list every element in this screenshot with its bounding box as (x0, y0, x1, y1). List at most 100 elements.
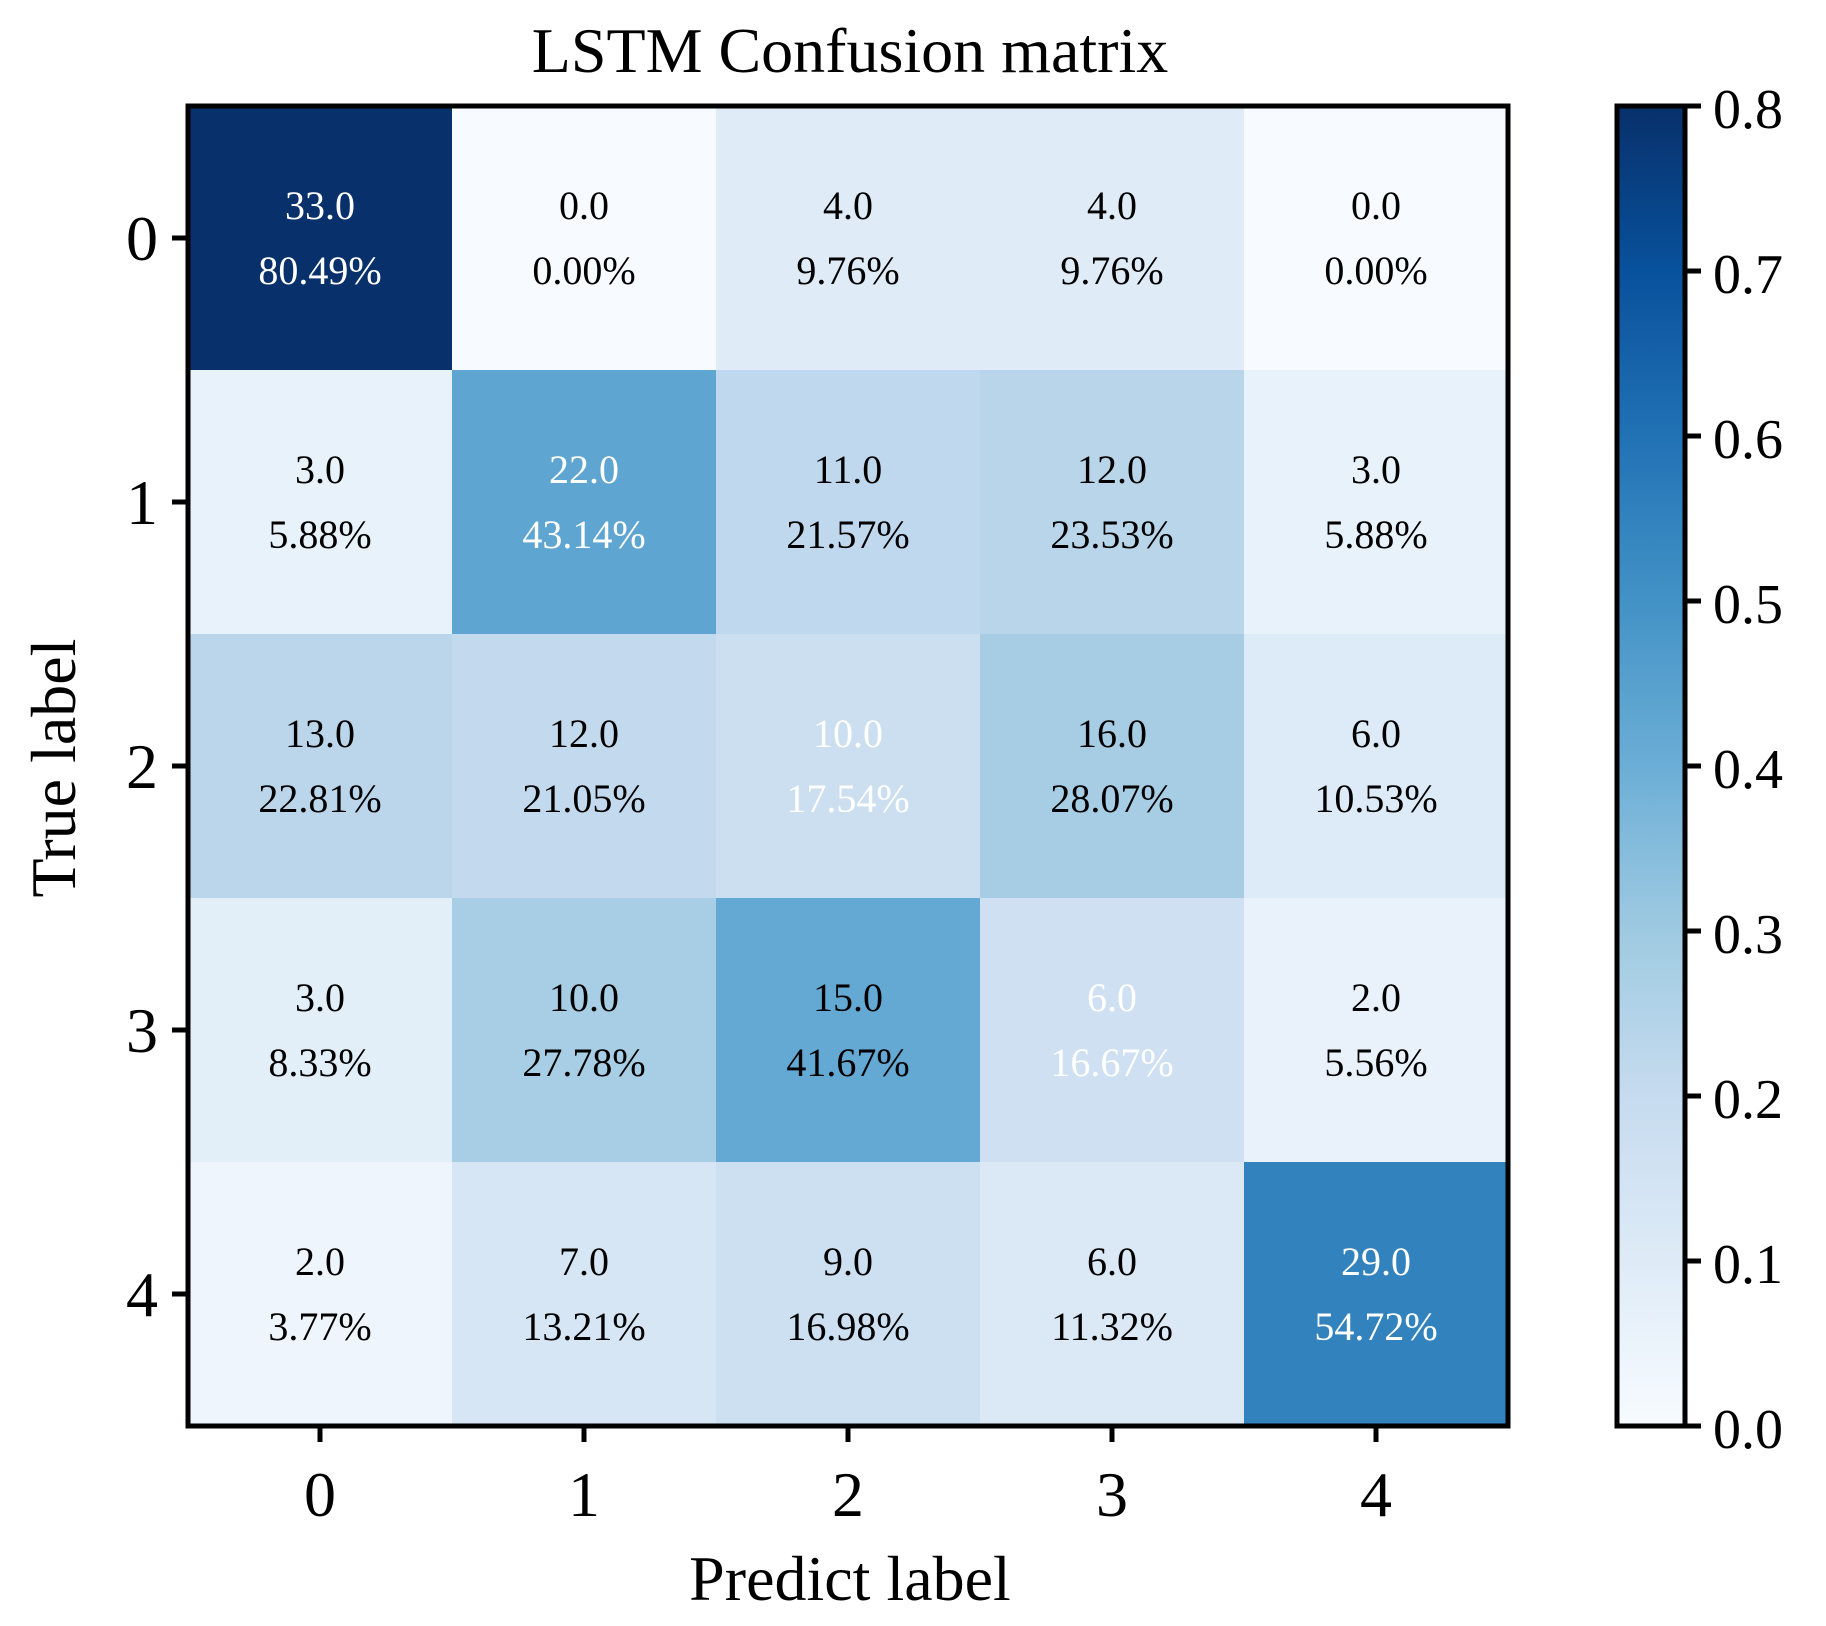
cell-count-3-0: 3.0 (295, 975, 345, 1020)
cell-percent-4-1: 13.21% (522, 1304, 645, 1349)
cell-percent-1-3: 23.53% (1050, 512, 1173, 557)
heatmap-cell-0-4 (1244, 106, 1508, 370)
cell-percent-2-3: 28.07% (1050, 776, 1173, 821)
cell-count-0-2: 4.0 (823, 183, 873, 228)
colorbar-tick-label-6: 0.6 (1713, 409, 1783, 471)
heatmap-cell-1-1 (452, 370, 716, 634)
heatmap-cell-0-1 (452, 106, 716, 370)
cell-percent-4-4: 54.72% (1314, 1304, 1437, 1349)
cell-count-3-3: 6.0 (1087, 975, 1137, 1020)
heatmap-cell-3-1 (452, 898, 716, 1162)
y-axis-label: True label (18, 639, 89, 898)
x-tick-label-3: 3 (1096, 1459, 1128, 1530)
x-axis-label: Predict label (689, 1543, 1011, 1614)
cell-percent-0-3: 9.76% (1060, 248, 1163, 293)
cell-count-2-2: 10.0 (813, 711, 883, 756)
heatmap-cell-4-1 (452, 1162, 716, 1426)
heatmap-cell-3-2 (716, 898, 980, 1162)
cell-count-4-4: 29.0 (1341, 1239, 1411, 1284)
heatmap-cell-0-3 (980, 106, 1244, 370)
x-tick-label-1: 1 (568, 1459, 600, 1530)
cell-percent-4-2: 16.98% (786, 1304, 909, 1349)
cell-count-2-0: 13.0 (285, 711, 355, 756)
heatmap-cell-1-2 (716, 370, 980, 634)
cell-count-1-1: 22.0 (549, 447, 619, 492)
colorbar-tick-label-3: 0.3 (1713, 904, 1783, 966)
cell-count-3-2: 15.0 (813, 975, 883, 1020)
chart-title: LSTM Confusion matrix (532, 15, 1168, 86)
cell-count-1-2: 11.0 (814, 447, 883, 492)
cell-count-0-4: 0.0 (1351, 183, 1401, 228)
colorbar-tick-label-2: 0.2 (1713, 1069, 1783, 1131)
y-tick-label-0: 0 (126, 203, 158, 274)
colorbar-ticks-layer: 0.0 0.1 0.2 0.3 0.4 0.5 0.6 0.7 0.8 (1685, 79, 1783, 1461)
heatmap-cell-4-0 (188, 1162, 452, 1426)
cell-percent-3-1: 27.78% (522, 1040, 645, 1085)
cell-count-0-1: 0.0 (559, 183, 609, 228)
colorbar-tick-label-1: 0.1 (1713, 1234, 1783, 1296)
colorbar-tick-label-7: 0.7 (1713, 244, 1783, 306)
cell-count-1-4: 3.0 (1351, 447, 1401, 492)
colorbar (1614, 103, 1688, 1429)
cell-percent-2-1: 21.05% (522, 776, 645, 821)
cell-percent-1-2: 21.57% (786, 512, 909, 557)
heatmap-cell-1-3 (980, 370, 1244, 634)
cell-percent-3-4: 5.56% (1324, 1040, 1427, 1085)
heatmap-cell-0-0 (188, 106, 452, 370)
y-ticks-layer: 0 1 2 3 4 (126, 203, 188, 1330)
cell-percent-2-0: 22.81% (258, 776, 381, 821)
colorbar-tick-label-5: 0.5 (1713, 574, 1783, 636)
colorbar-tick-label-4: 0.4 (1713, 739, 1783, 801)
cell-count-1-0: 3.0 (295, 447, 345, 492)
heatmap-cell-4-4 (1244, 1162, 1508, 1426)
cell-count-4-3: 6.0 (1087, 1239, 1137, 1284)
heatmap-cell-2-4 (1244, 634, 1508, 898)
y-tick-label-3: 3 (126, 995, 158, 1066)
cell-percent-0-2: 9.76% (796, 248, 899, 293)
cell-percent-1-4: 5.88% (1324, 512, 1427, 557)
colorbar-tick-label-0: 0.0 (1713, 1399, 1783, 1461)
y-tick-label-1: 1 (126, 467, 158, 538)
heatmap-cell-2-1 (452, 634, 716, 898)
cell-percent-1-1: 43.14% (522, 512, 645, 557)
heatmap-cell-1-0 (188, 370, 452, 634)
cell-percent-1-0: 5.88% (268, 512, 371, 557)
cell-count-2-1: 12.0 (549, 711, 619, 756)
cell-count-2-3: 16.0 (1077, 711, 1147, 756)
cells-layer (188, 106, 1508, 1426)
cell-count-2-4: 6.0 (1351, 711, 1401, 756)
annotations-layer: 33.0 80.49% 0.0 0.00% 4.0 9.76% 4.0 9.76% 0.0 0.0… (258, 183, 1437, 1349)
cell-percent-0-1: 0.00% (532, 248, 635, 293)
y-tick-label-4: 4 (126, 1259, 158, 1330)
x-tick-label-0: 0 (304, 1459, 336, 1530)
heatmap-cell-2-0 (188, 634, 452, 898)
cell-count-1-3: 12.0 (1077, 447, 1147, 492)
x-tick-label-2: 2 (832, 1459, 864, 1530)
cell-percent-4-0: 3.77% (268, 1304, 371, 1349)
colorbar-tick-label-8: 0.8 (1713, 79, 1783, 141)
cell-percent-3-2: 41.67% (786, 1040, 909, 1085)
heatmap-cell-0-2 (716, 106, 980, 370)
heatmap-cell-2-2 (716, 634, 980, 898)
x-ticks-layer: 0 1 2 3 4 (304, 1426, 1392, 1530)
cell-percent-2-2: 17.54% (786, 776, 909, 821)
cell-percent-3-3: 16.67% (1050, 1040, 1173, 1085)
cell-count-0-3: 4.0 (1087, 183, 1137, 228)
heatmap-cell-1-4 (1244, 370, 1508, 634)
x-tick-label-4: 4 (1360, 1459, 1392, 1530)
cell-percent-4-3: 11.32% (1051, 1304, 1173, 1349)
cell-percent-3-0: 8.33% (268, 1040, 371, 1085)
cell-count-3-1: 10.0 (549, 975, 619, 1020)
cell-count-4-1: 7.0 (559, 1239, 609, 1284)
heatmap-cell-4-2 (716, 1162, 980, 1426)
heatmap-cell-2-3 (980, 634, 1244, 898)
y-tick-label-2: 2 (126, 731, 158, 802)
cell-percent-2-4: 10.53% (1314, 776, 1437, 821)
cell-percent-0-4: 0.00% (1324, 248, 1427, 293)
cell-count-4-2: 9.0 (823, 1239, 873, 1284)
cell-percent-0-0: 80.49% (258, 248, 381, 293)
cell-count-4-0: 2.0 (295, 1239, 345, 1284)
heatmap-cell-3-3 (980, 898, 1244, 1162)
cell-count-0-0: 33.0 (285, 183, 355, 228)
